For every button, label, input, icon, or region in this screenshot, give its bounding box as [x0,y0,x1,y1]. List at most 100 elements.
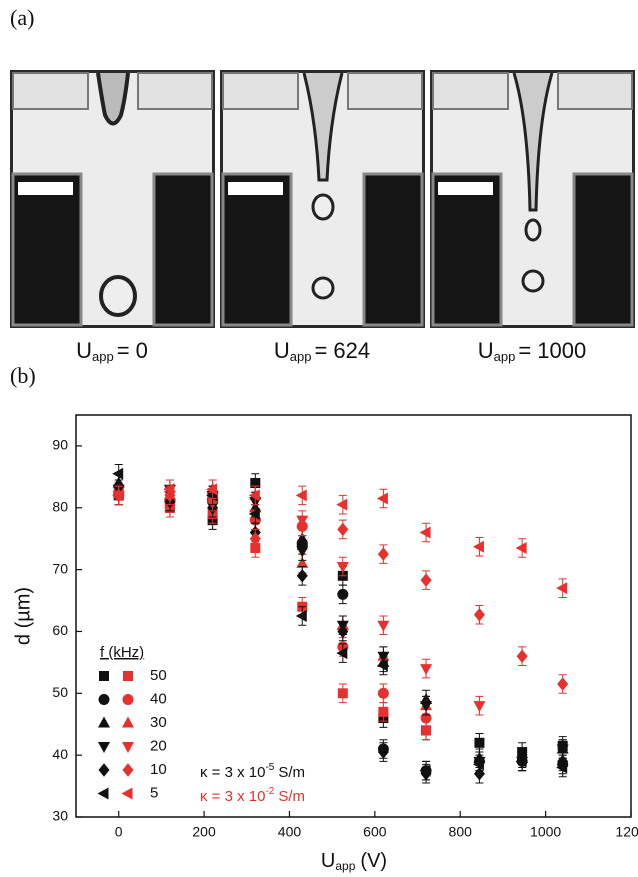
marker [98,694,110,705]
marker [99,671,109,681]
marker [296,569,308,583]
marker [123,671,133,681]
marker [377,620,390,632]
marker [420,701,433,713]
x-axis-title: Uapp (V) [321,850,387,873]
marker [98,716,110,728]
marker [376,659,388,672]
x-tick-label: 1200 [615,824,638,840]
y-tick-label: 40 [52,746,68,762]
annotation-unit: S/m [278,764,305,781]
caption: Uapp = 624 [274,338,370,365]
marker [515,755,527,768]
caption-value: = 1000 [518,338,586,363]
marker [376,492,388,505]
caption-sub: app [92,349,114,364]
legend-label: 5 [150,784,158,801]
marker [337,688,348,699]
annotation-sup: -5 [265,762,274,773]
y-tick-label: 90 [52,437,68,453]
x-tick-label: 600 [363,824,387,840]
marker [473,701,486,713]
marker [377,745,389,759]
marker [421,725,432,736]
caption-sub: app [290,349,312,364]
marker [337,588,349,600]
annotation-text: κ = 3 x 10 [200,788,265,805]
marker [122,694,134,705]
annotation-unit: S/m [278,788,305,805]
marker [515,541,527,554]
marker [556,744,569,756]
marker [556,582,568,595]
marker [248,507,260,520]
marker [337,624,349,639]
marker [473,608,485,622]
caption-symbol: U [478,338,494,363]
marker [296,546,309,558]
caption-sub: app [494,349,516,364]
marker [122,763,134,777]
x-tick-label: 200 [192,824,216,840]
y-tick-label: 60 [52,622,68,638]
marker [295,610,307,622]
panel-label: (b) [10,363,36,388]
legend-label: 40 [150,690,167,707]
marker [336,498,348,511]
marker [419,526,431,539]
marker [472,540,484,553]
marker [419,764,431,777]
marker [249,531,261,546]
marker [556,761,568,774]
annotation: κ = 3 x 10-2 S/m [200,786,305,805]
x-tick-label: 400 [278,824,302,840]
y-tick-label: 70 [52,560,68,576]
marker [472,758,484,771]
y-tick-label: 30 [52,808,68,824]
x-title-symbol: U [321,850,335,872]
marker [112,467,124,480]
marker [112,489,124,502]
marker [337,522,349,537]
caption-symbol: U [274,338,290,363]
legend-title: f (kHz) [100,644,144,661]
micrograph [8,68,217,330]
marker [377,687,389,699]
y-axis-title: d (µm) [12,587,34,645]
marker [336,647,348,660]
marker [122,716,134,728]
caption-value: = 0 [117,338,148,363]
x-tick-label: 800 [449,824,473,840]
caption: Uapp = 1000 [478,338,587,365]
marker [296,532,309,544]
caption-value: = 624 [314,338,370,363]
marker [248,489,260,502]
marker [378,706,389,717]
legend-label: 30 [150,714,167,731]
caption: Uapp = 0 [76,338,148,365]
annotation: κ = 3 x 10-5 S/m [200,762,305,781]
marker [206,483,218,496]
micrograph [218,68,427,330]
annotation-sup: -2 [265,786,274,797]
marker [336,562,349,574]
marker [420,664,433,676]
plot-frame [75,414,632,818]
x-tick-label: 1000 [530,824,561,840]
marker [474,737,485,748]
marker [97,787,109,800]
marker [98,763,110,777]
marker [557,677,569,691]
marker [122,742,134,753]
legend-label: 20 [150,737,167,754]
marker [121,787,133,800]
x-title-unit: (V) [360,850,387,872]
marker [163,483,175,496]
marker [516,649,528,663]
marker [296,556,309,568]
legend-label: 50 [150,667,167,684]
marker [295,489,307,502]
